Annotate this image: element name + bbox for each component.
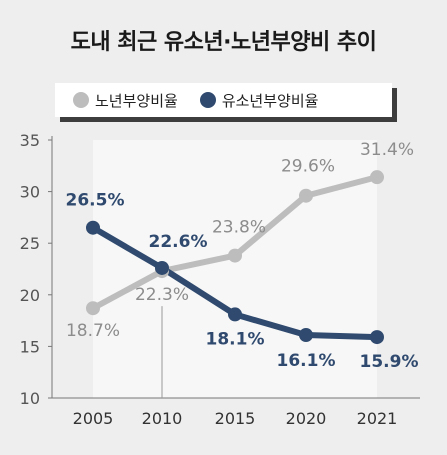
legend-item-elderly: 노년부양비율 (73, 90, 178, 111)
youth-point (155, 260, 169, 275)
y-tick-label: 10 (20, 389, 40, 408)
legend-label-elderly: 노년부양비율 (95, 91, 178, 110)
x-tick-label: 2010 (142, 409, 183, 428)
legend-label-youth: 유소년부양비율 (221, 91, 319, 110)
chart-title: 도내 최근 유소년·노년부양비 추이 (70, 30, 377, 55)
elderly-data-label: 18.7% (66, 321, 120, 341)
elderly-data-label: 22.3% (135, 285, 189, 305)
elderly-data-label: 29.6% (281, 157, 335, 177)
elderly-point (228, 248, 242, 263)
x-tick-label: 2020 (286, 409, 327, 428)
youth-point (228, 307, 242, 322)
elderly-point (299, 188, 313, 203)
y-tick-label: 20 (20, 286, 40, 305)
youth-data-label: 18.1% (206, 329, 265, 349)
youth-data-label: 22.6% (149, 232, 208, 252)
circle-icon (73, 92, 89, 108)
elderly-point (370, 170, 384, 185)
elderly-data-label: 23.8% (212, 218, 266, 238)
youth-point (86, 220, 100, 235)
y-tick-label: 30 (20, 183, 40, 202)
x-tick-label: 2021 (357, 409, 398, 428)
legend: 노년부양비율 유소년부양비율 (55, 83, 392, 117)
plot-area (93, 140, 377, 398)
youth-point (299, 328, 313, 343)
youth-point (370, 330, 384, 345)
y-tick-label: 35 (20, 131, 40, 150)
x-tick-label: 2005 (73, 409, 114, 428)
y-tick-label: 25 (20, 234, 40, 253)
x-tick-label: 2015 (215, 409, 256, 428)
y-tick-label: 15 (20, 337, 40, 356)
legend-item-youth: 유소년부양비율 (199, 90, 319, 111)
youth-data-label: 15.9% (360, 352, 419, 372)
elderly-point (86, 301, 100, 316)
circle-icon (199, 92, 216, 108)
youth-data-label: 26.5% (66, 191, 125, 211)
youth-data-label: 16.1% (277, 351, 336, 371)
elderly-data-label: 31.4% (360, 140, 414, 160)
